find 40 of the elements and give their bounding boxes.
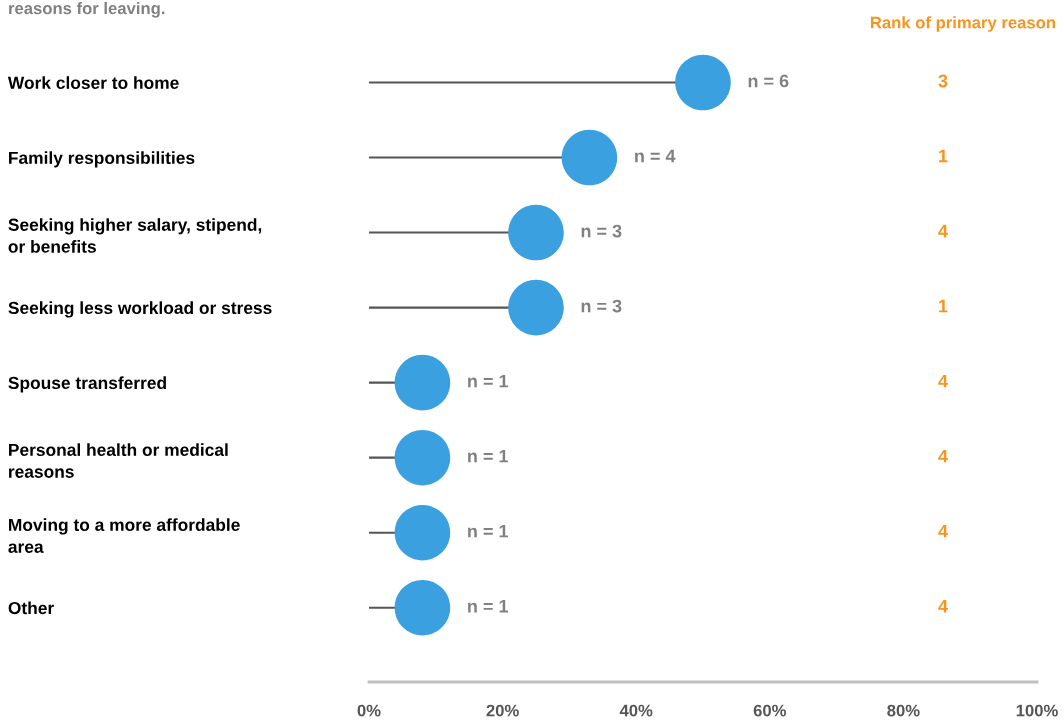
y-tick-label: Work closer to home bbox=[7, 76, 179, 89]
point bbox=[508, 204, 564, 261]
annotation: 4 bbox=[938, 599, 948, 613]
y-tick-label: Seeking higher salary, stipend, or benefits bbox=[8, 218, 262, 253]
annotation: 1 bbox=[939, 299, 948, 313]
point bbox=[394, 579, 451, 636]
point bbox=[508, 279, 564, 336]
annotation: n = 3 bbox=[581, 299, 622, 313]
x-tick-label: 0% bbox=[357, 704, 381, 717]
annotation: n = 4 bbox=[635, 149, 676, 163]
text: reasons for leaving. bbox=[9, 2, 165, 18]
annotation: n = 3 bbox=[581, 224, 622, 238]
annotation: n = 1 bbox=[468, 599, 509, 613]
y-tick-label: Personal health or medical reasons bbox=[9, 443, 228, 478]
annotation: n = 1 bbox=[468, 449, 509, 463]
y-tick-label: Spouse transferred bbox=[8, 376, 166, 393]
annotation: 3 bbox=[938, 74, 948, 88]
x-tick-label: 40% bbox=[619, 704, 653, 717]
y-tick-label: Other bbox=[8, 601, 54, 615]
y-tick-label: Seeking less workload or stress bbox=[8, 301, 272, 318]
text: Rank of primary reason bbox=[870, 16, 1055, 32]
y-tick-label: Moving to a more affordable area bbox=[8, 518, 240, 553]
point bbox=[394, 504, 451, 561]
point bbox=[561, 129, 618, 186]
annotation: 4 bbox=[938, 224, 948, 238]
annotation: 4 bbox=[938, 524, 948, 538]
x-tick-label: 100% bbox=[1016, 704, 1058, 717]
annotation: n = 1 bbox=[468, 374, 509, 388]
annotation: 4 bbox=[938, 449, 948, 463]
x-tick-label: 60% bbox=[753, 704, 787, 717]
x-tick-label: 20% bbox=[486, 704, 519, 717]
annotation: n = 1 bbox=[468, 524, 509, 538]
x-tick-label: 80% bbox=[887, 704, 920, 717]
point bbox=[394, 354, 451, 411]
annotation: 4 bbox=[938, 374, 948, 388]
point bbox=[675, 54, 731, 111]
y-tick-label: Family responsibilities bbox=[9, 151, 195, 168]
annotation: 1 bbox=[939, 149, 948, 163]
annotation: n = 6 bbox=[748, 74, 789, 88]
point bbox=[394, 429, 451, 486]
